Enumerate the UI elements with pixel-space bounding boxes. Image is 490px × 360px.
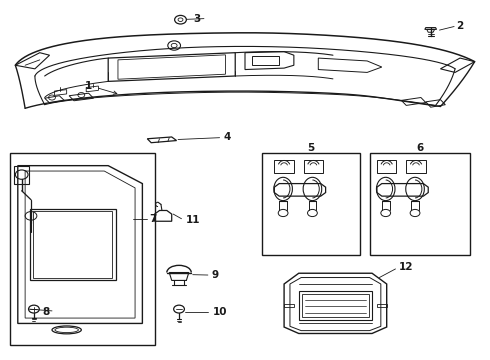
- Bar: [252, 56, 279, 65]
- Text: 10: 10: [213, 307, 228, 316]
- Text: 4: 4: [224, 132, 231, 142]
- Text: 1: 1: [85, 81, 92, 91]
- Bar: [10, 153, 155, 345]
- Bar: [299, 291, 372, 320]
- Text: 12: 12: [399, 262, 414, 272]
- Bar: [369, 153, 470, 255]
- Text: 3: 3: [194, 14, 201, 24]
- Text: 8: 8: [42, 307, 49, 317]
- Bar: [302, 294, 368, 318]
- Text: 9: 9: [212, 270, 219, 280]
- Bar: [33, 211, 112, 278]
- Text: 2: 2: [456, 21, 464, 31]
- Text: 6: 6: [416, 143, 423, 153]
- Bar: [262, 153, 360, 255]
- Bar: [30, 209, 116, 280]
- Text: 5: 5: [307, 143, 315, 153]
- Text: 11: 11: [185, 215, 200, 225]
- Text: 7: 7: [150, 215, 157, 224]
